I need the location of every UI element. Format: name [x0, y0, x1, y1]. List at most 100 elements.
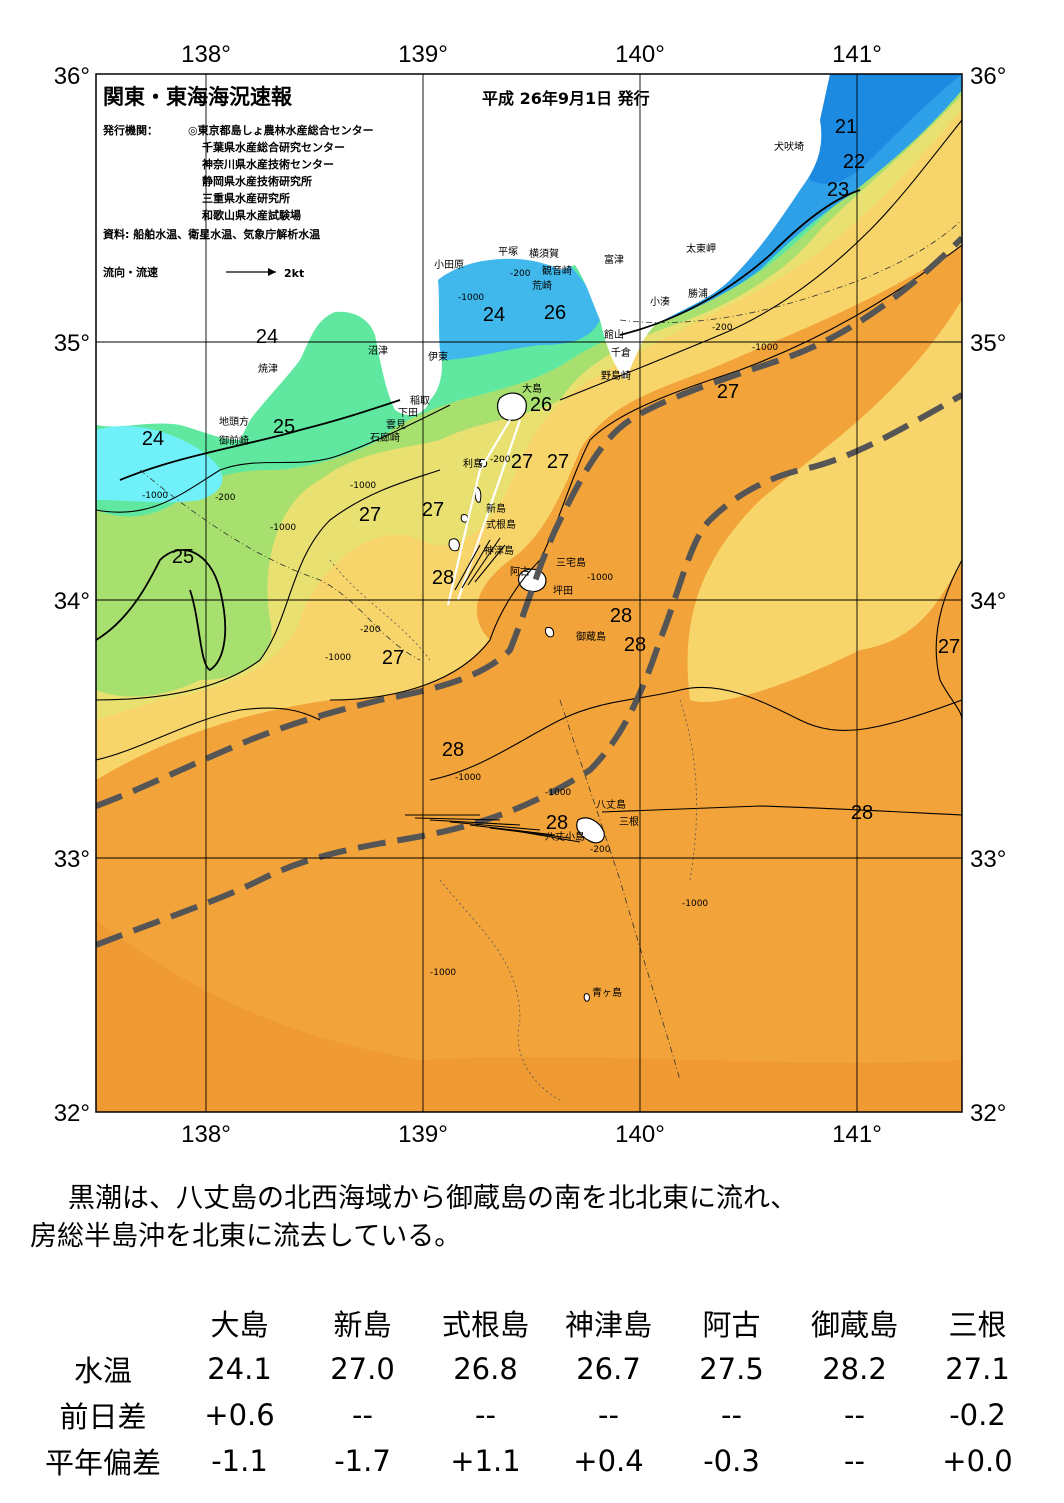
table-cell: -- [721, 1398, 742, 1432]
depth-label: -1000 [545, 788, 571, 798]
table-cell: 27.1 [945, 1352, 1010, 1386]
map-title: 関東・東海海況速報 [103, 85, 293, 109]
place-label: 八丈島 [596, 798, 626, 811]
isotherm-label: 28 [610, 605, 632, 627]
current-arrows [405, 419, 581, 843]
kuroshio-path [96, 235, 962, 948]
depth-label: -1000 [682, 899, 708, 909]
isotherm-label: 26 [544, 302, 566, 324]
table-header: 新島 [333, 1308, 392, 1342]
place-label: 観音崎 [542, 264, 572, 277]
isotherm-label: 27 [717, 381, 739, 403]
sagami-bay-cold [428, 253, 600, 360]
table-row: 水温 24.1 27.0 26.8 26.7 27.5 28.2 27.1 [28, 1346, 1039, 1392]
isotherm-label: 25 [172, 546, 194, 568]
place-label: 野島崎 [601, 369, 631, 382]
place-label-group: 犬吠埼 太東岬 勝浦 小湊 富津 横須賀 観音崎 平塚 小田原 荒崎 館山 千倉… [219, 140, 804, 999]
issuer: 神奈川県水産技術センター [202, 157, 334, 171]
place-label: 新島 [486, 502, 506, 515]
place-label: 式根島 [486, 518, 516, 531]
flow-legend-unit: 2kt [284, 267, 304, 280]
depth-label: -1000 [270, 523, 296, 533]
lat-label: 32° [970, 1100, 1006, 1127]
lat-label: 36° [54, 63, 90, 90]
depth-label: -1000 [752, 343, 778, 353]
place-label: 三根 [619, 815, 639, 828]
issuer: 静岡県水産技術研究所 [202, 174, 312, 188]
isotherm-label: 28 [624, 634, 646, 656]
table-cell: -- [475, 1398, 496, 1432]
kuroshio-summary: 黒潮は、八丈島の北西海域から御蔵島の南を北北東に流れ、 房総半島沖を北東に流去し… [30, 1180, 1040, 1256]
place-label: 雲見 [386, 419, 406, 431]
island-aogashima [583, 993, 590, 1002]
isotherm-label: 28 [546, 812, 568, 834]
cold-zone-21 [800, 74, 962, 184]
isotherm-lines [96, 119, 962, 816]
isotherm-label: 25 [273, 416, 295, 438]
isotherm-label: 21 [835, 116, 857, 138]
lat-label: 36° [970, 63, 1006, 90]
place-label: 横須賀 [529, 247, 559, 260]
table-cell: +0.6 [204, 1398, 275, 1432]
table-cell: +1.1 [450, 1444, 521, 1478]
lon-label: 139° [398, 1121, 448, 1148]
lon-label: 140° [615, 41, 665, 68]
table-cell: -- [598, 1398, 619, 1432]
lat-label: 33° [54, 846, 90, 873]
place-label: 小湊 [650, 295, 670, 308]
lon-label: 139° [398, 41, 448, 68]
table-cell: +0.4 [573, 1444, 644, 1478]
depth-label: -200 [490, 455, 511, 465]
depth-label: -1000 [142, 491, 168, 501]
issuer: ◎東京都島しょ農林水産総合センター [188, 123, 374, 137]
depth-label: -1000 [587, 573, 613, 583]
issuer: 三重県水産研究所 [202, 191, 290, 205]
place-label: 三宅島 [556, 556, 586, 569]
table-cell: -- [844, 1444, 865, 1478]
table-cell: 27.5 [699, 1352, 764, 1386]
isotherm-label: 28 [851, 802, 873, 824]
lon-label: 138° [181, 1121, 231, 1148]
table-header: 大島 [210, 1308, 269, 1342]
place-label: 伊東 [428, 350, 448, 363]
depth-label: -1000 [458, 293, 484, 303]
water-temperature-table: 大島 新島 式根島 神津島 阿古 御蔵島 三根 水温 24.1 27.0 26.… [28, 1300, 1039, 1484]
map-header: 関東・東海海況速報 平成 26年9月1日 発行 発行機関： ◎東京都島しょ農林水… [102, 85, 650, 280]
island-hachijojima [576, 817, 605, 844]
lon-labels-bottom: 138° 139° 140° 141° [181, 1121, 882, 1148]
lat-label: 32° [54, 1100, 90, 1127]
place-label: 沼津 [368, 344, 388, 357]
depth-label: -1000 [350, 481, 376, 491]
table-cell: 24.1 [207, 1352, 272, 1386]
row-label: 平年偏差 [44, 1446, 161, 1480]
isotherm-label: 24 [256, 326, 278, 348]
isotherm-label: 27 [382, 647, 404, 669]
issuer: 和歌山県水産試験場 [202, 208, 301, 222]
table-row: 平年偏差 -1.1 -1.7 +1.1 +0.4 -0.3 -- +0.0 [28, 1438, 1039, 1484]
flow-legend-arrowhead [268, 268, 276, 276]
issuers-label: 発行機関： [102, 123, 158, 137]
table-cell: -- [844, 1398, 865, 1432]
land-honshu [96, 74, 830, 440]
lat-labels-right: 36° 35° 34° 33° 32° [970, 63, 1006, 1127]
place-label: 太東岬 [686, 242, 716, 255]
place-label: 小田原 [434, 259, 464, 271]
lat-label: 33° [970, 846, 1006, 873]
lon-labels-top: 138° 139° 140° 141° [181, 41, 882, 68]
table-header-row: 大島 新島 式根島 神津島 阿古 御蔵島 三根 [28, 1300, 1039, 1346]
place-label: 地頭方 [219, 415, 249, 428]
isotherm-label: 22 [843, 151, 865, 173]
graticule [96, 74, 962, 1112]
isotherm-label: 28 [442, 739, 464, 761]
table-header: 御蔵島 [810, 1308, 898, 1342]
table-cell: 27.0 [330, 1352, 395, 1386]
depth-label: -1000 [430, 968, 456, 978]
place-label: 館山 [604, 328, 624, 341]
lon-label: 141° [832, 1121, 882, 1148]
table-cell: 26.8 [453, 1352, 518, 1386]
place-label: 勝浦 [688, 287, 708, 300]
isotherm-label: 26 [530, 394, 552, 416]
isotherm-label: 27 [422, 499, 444, 521]
flow-legend-label: 流向・流速 [103, 265, 158, 279]
isotherm-label: 27 [938, 636, 960, 658]
